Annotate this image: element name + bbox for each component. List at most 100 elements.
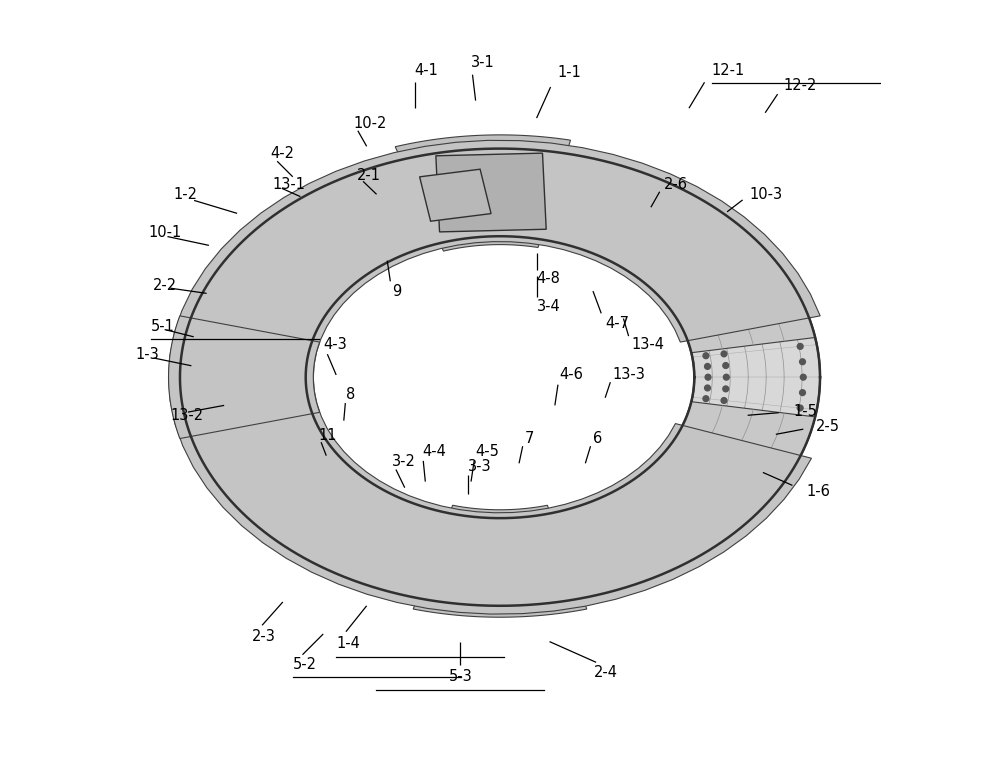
Circle shape bbox=[268, 232, 274, 239]
Circle shape bbox=[350, 481, 356, 487]
Circle shape bbox=[619, 512, 625, 518]
Circle shape bbox=[197, 405, 203, 411]
Circle shape bbox=[285, 317, 291, 323]
Circle shape bbox=[221, 464, 227, 470]
Circle shape bbox=[454, 160, 460, 166]
Circle shape bbox=[623, 178, 629, 183]
Circle shape bbox=[623, 572, 629, 577]
Circle shape bbox=[482, 525, 488, 530]
Circle shape bbox=[797, 405, 803, 411]
Circle shape bbox=[371, 572, 377, 577]
Circle shape bbox=[570, 233, 576, 239]
Circle shape bbox=[298, 453, 304, 459]
Circle shape bbox=[603, 577, 609, 583]
Text: 1-4: 1-4 bbox=[336, 636, 360, 652]
Circle shape bbox=[433, 586, 438, 591]
Circle shape bbox=[481, 211, 487, 216]
Circle shape bbox=[700, 342, 706, 348]
Circle shape bbox=[453, 522, 459, 527]
Circle shape bbox=[497, 158, 503, 164]
Circle shape bbox=[291, 443, 297, 448]
Circle shape bbox=[633, 488, 639, 494]
Text: 10-3: 10-3 bbox=[750, 187, 783, 202]
Circle shape bbox=[664, 284, 669, 290]
Circle shape bbox=[291, 306, 297, 312]
Circle shape bbox=[513, 211, 519, 216]
Circle shape bbox=[800, 359, 805, 365]
Circle shape bbox=[412, 582, 417, 588]
Circle shape bbox=[519, 158, 525, 165]
Text: 2-5: 2-5 bbox=[816, 419, 840, 434]
Circle shape bbox=[576, 528, 582, 533]
Circle shape bbox=[308, 312, 314, 318]
Text: 6: 6 bbox=[593, 431, 602, 446]
Circle shape bbox=[361, 505, 367, 511]
Polygon shape bbox=[185, 156, 450, 353]
Circle shape bbox=[195, 389, 200, 395]
Circle shape bbox=[633, 243, 639, 249]
Circle shape bbox=[349, 498, 355, 504]
Circle shape bbox=[201, 328, 207, 334]
Circle shape bbox=[482, 224, 488, 229]
Circle shape bbox=[696, 296, 702, 302]
Text: 13-3: 13-3 bbox=[613, 367, 646, 383]
Circle shape bbox=[298, 417, 303, 423]
Circle shape bbox=[703, 353, 709, 359]
Circle shape bbox=[697, 417, 702, 423]
Circle shape bbox=[418, 221, 424, 226]
Circle shape bbox=[668, 267, 674, 273]
Circle shape bbox=[231, 271, 237, 277]
Circle shape bbox=[705, 363, 710, 370]
Circle shape bbox=[242, 258, 248, 263]
Text: 3-2: 3-2 bbox=[392, 453, 416, 469]
Text: 13-1: 13-1 bbox=[273, 177, 306, 192]
Circle shape bbox=[740, 245, 746, 251]
Circle shape bbox=[213, 450, 219, 456]
Circle shape bbox=[361, 261, 367, 266]
Circle shape bbox=[352, 564, 358, 570]
Circle shape bbox=[254, 245, 260, 251]
Circle shape bbox=[438, 519, 444, 525]
Circle shape bbox=[389, 230, 394, 236]
Circle shape bbox=[610, 248, 615, 253]
Circle shape bbox=[657, 258, 663, 264]
Circle shape bbox=[545, 214, 551, 220]
Circle shape bbox=[372, 254, 378, 259]
Circle shape bbox=[752, 258, 758, 263]
Text: 2-2: 2-2 bbox=[153, 278, 177, 293]
Circle shape bbox=[606, 230, 611, 236]
Text: 2-4: 2-4 bbox=[594, 664, 618, 680]
Text: 11: 11 bbox=[319, 428, 337, 443]
Circle shape bbox=[512, 224, 518, 229]
Circle shape bbox=[644, 267, 650, 274]
Circle shape bbox=[389, 518, 394, 524]
Circle shape bbox=[449, 534, 455, 540]
Circle shape bbox=[385, 248, 390, 253]
Circle shape bbox=[497, 538, 503, 544]
Circle shape bbox=[752, 491, 758, 497]
Circle shape bbox=[584, 237, 589, 243]
Text: 8: 8 bbox=[346, 387, 355, 402]
Circle shape bbox=[622, 495, 628, 501]
Circle shape bbox=[541, 522, 547, 527]
Circle shape bbox=[438, 229, 444, 235]
Polygon shape bbox=[413, 505, 587, 617]
Circle shape bbox=[294, 406, 300, 412]
Circle shape bbox=[221, 284, 227, 290]
Circle shape bbox=[201, 421, 207, 426]
Circle shape bbox=[718, 339, 724, 345]
Circle shape bbox=[298, 296, 304, 302]
Circle shape bbox=[283, 527, 288, 533]
Text: 2-6: 2-6 bbox=[664, 177, 688, 192]
Circle shape bbox=[195, 359, 200, 365]
Circle shape bbox=[337, 490, 343, 496]
Circle shape bbox=[271, 374, 277, 380]
Circle shape bbox=[197, 344, 203, 349]
Circle shape bbox=[206, 435, 212, 441]
Circle shape bbox=[467, 225, 473, 231]
Circle shape bbox=[411, 237, 416, 243]
Polygon shape bbox=[550, 156, 815, 353]
Circle shape bbox=[411, 511, 416, 517]
Circle shape bbox=[385, 501, 390, 507]
Circle shape bbox=[403, 523, 409, 529]
